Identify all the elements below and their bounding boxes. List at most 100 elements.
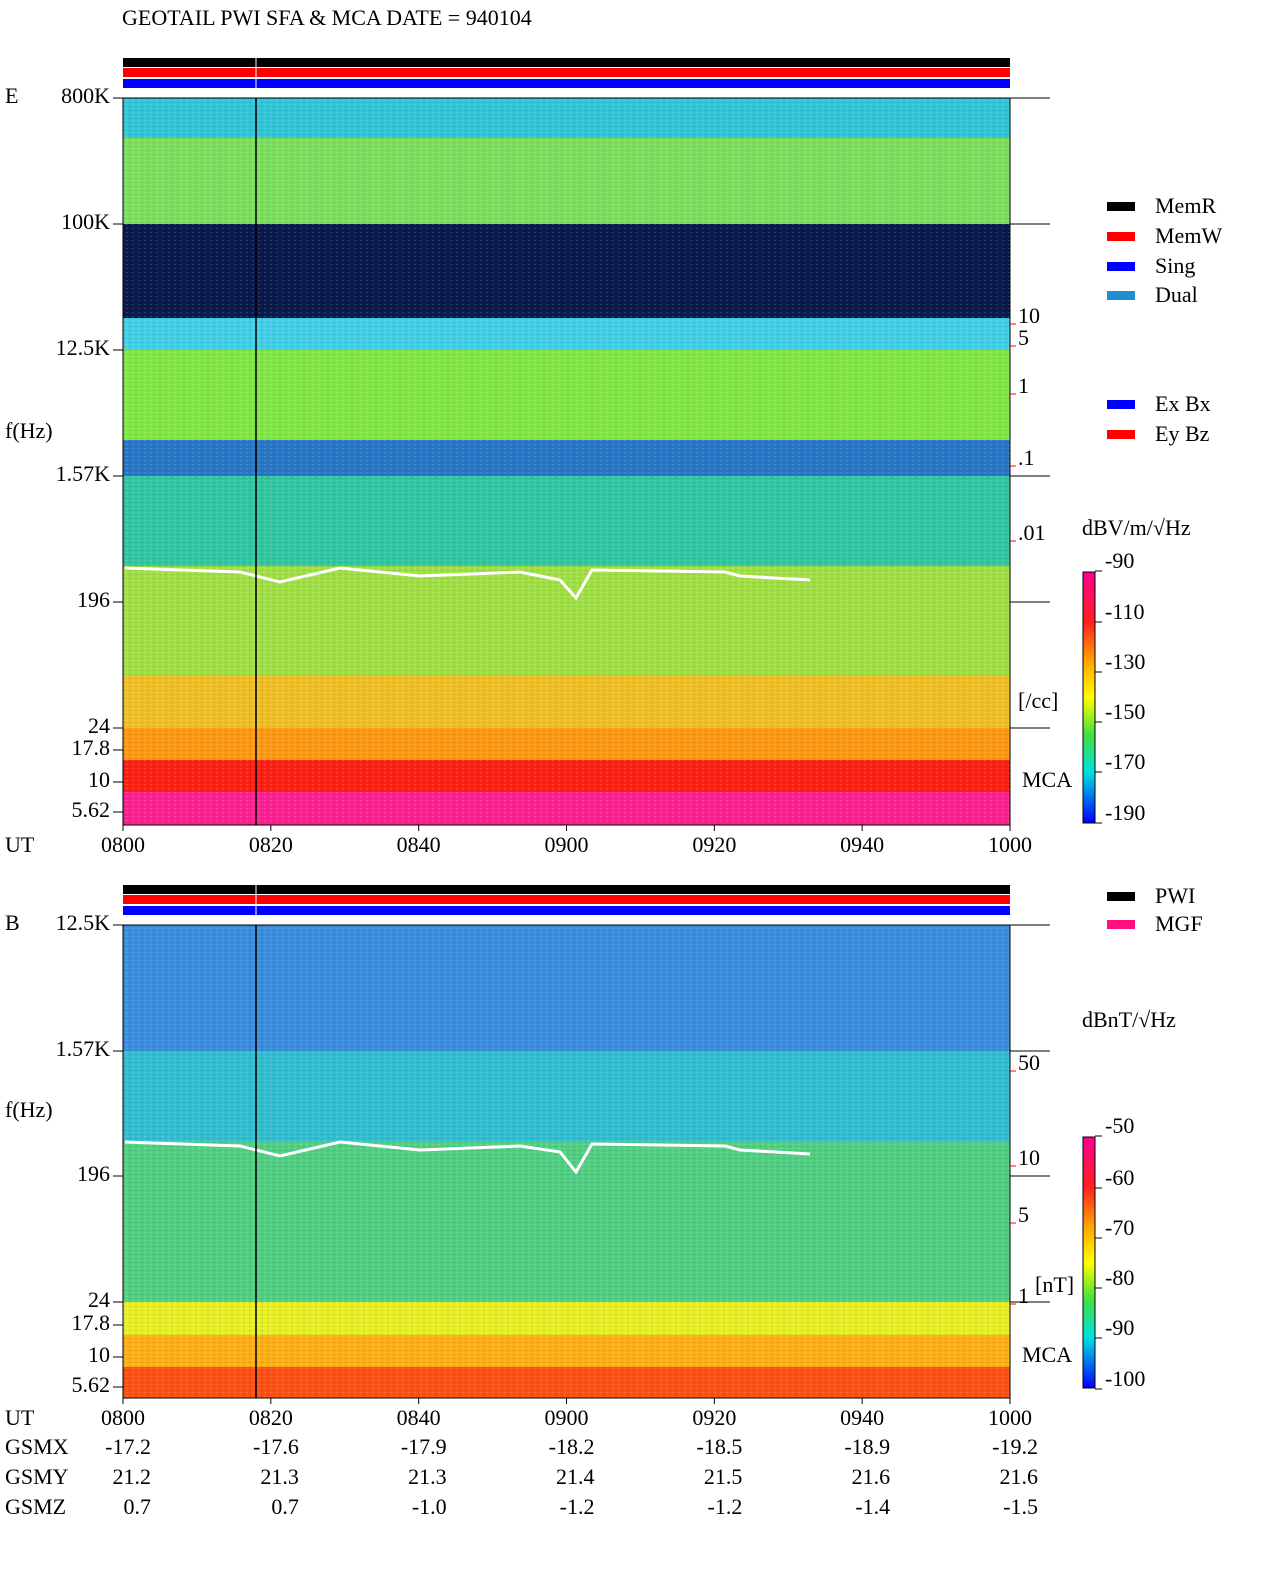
freq-tick-label: 12.5K: [56, 910, 111, 935]
time-tick-label: 0800: [101, 832, 145, 857]
time-tick-label: 0800: [101, 1405, 145, 1430]
time-tick-label: 0820: [249, 832, 293, 857]
orbit-label: GSMX: [5, 1434, 69, 1459]
colorbar-tick-label: -90: [1105, 1315, 1134, 1340]
time-label: UT: [5, 1405, 35, 1430]
orbit-value: -1.2: [560, 1494, 595, 1519]
freq-tick-label: 10: [88, 767, 110, 792]
legend-label: Dual: [1155, 282, 1198, 307]
freq-tick-label: 10: [88, 1342, 110, 1367]
freq-tick-label: 1.57K: [56, 461, 111, 486]
spectrogram-e: [123, 98, 1010, 825]
right-tick-label: 5: [1018, 325, 1029, 350]
colorbar-unit: dBnT/√Hz: [1082, 1007, 1176, 1032]
orbit-value: 21.6: [852, 1464, 891, 1489]
orbit-value: -1.0: [412, 1494, 447, 1519]
time-tick-label: 0900: [545, 832, 589, 857]
time-tick-label: 0820: [249, 1405, 293, 1430]
orbit-value: 21.3: [260, 1464, 299, 1489]
orbit-value: -1.2: [708, 1494, 743, 1519]
orbit-value: -18.5: [697, 1434, 743, 1459]
time-label: UT: [5, 832, 35, 857]
right-unit: [nT]: [1035, 1272, 1074, 1297]
status-bar: [123, 906, 1010, 915]
orbit-value: -17.6: [253, 1434, 299, 1459]
status-bar: [123, 79, 1010, 88]
orbit-value: -19.2: [992, 1434, 1038, 1459]
freq-tick-label: 100K: [61, 209, 110, 234]
legend-swatch: [1107, 920, 1135, 929]
freq-tick-label: 1.57K: [56, 1036, 111, 1061]
legend-label: PWI: [1155, 883, 1195, 908]
legend-label: Sing: [1155, 253, 1195, 278]
time-tick-label: 0840: [397, 832, 441, 857]
colorbar-tick-label: -100: [1105, 1366, 1145, 1391]
orbit-value: 21.3: [408, 1464, 447, 1489]
status-bar: [123, 58, 1010, 67]
freq-tick-label: 24: [88, 713, 110, 738]
status-bar: [123, 68, 1010, 77]
colorbar-unit: dBV/m/√Hz: [1082, 515, 1191, 540]
freq-tick-label: 12.5K: [56, 335, 111, 360]
time-tick-label: 1000: [988, 1405, 1032, 1430]
status-bar: [123, 885, 1010, 894]
legend-swatch: [1107, 430, 1135, 439]
title: GEOTAIL PWI SFA & MCA DATE = 940104: [122, 5, 532, 30]
colorbar-tick-label: -190: [1105, 800, 1145, 825]
legend-swatch: [1107, 202, 1135, 211]
freq-tick-label: 24: [88, 1287, 110, 1312]
orbit-value: -1.5: [1003, 1494, 1038, 1519]
legend-swatch: [1107, 892, 1135, 901]
panel-label: B: [5, 910, 20, 935]
mca-label: MCA: [1022, 767, 1072, 792]
legend-label: MemW: [1155, 223, 1222, 248]
y-axis-label: f(Hz): [5, 1097, 53, 1122]
freq-tick-label: 5.62: [72, 1372, 111, 1397]
right-tick-label: 50: [1018, 1050, 1040, 1075]
y-axis-label: f(Hz): [5, 418, 53, 443]
right-tick-label: .01: [1018, 520, 1046, 545]
right-tick-label: 1: [1018, 373, 1029, 398]
orbit-label: GSMY: [5, 1464, 69, 1489]
orbit-value: 21.2: [113, 1464, 152, 1489]
time-tick-label: 0940: [840, 832, 884, 857]
colorbar-tick-label: -150: [1105, 699, 1145, 724]
freq-tick-label: 800K: [61, 83, 110, 108]
colorbar-tick-label: -70: [1105, 1215, 1134, 1240]
legend-label: Ey Bz: [1155, 421, 1210, 446]
legend-label: MGF: [1155, 911, 1203, 936]
orbit-value: 0.7: [124, 1494, 152, 1519]
orbit-value: 21.5: [704, 1464, 743, 1489]
time-tick-label: 0920: [692, 1405, 736, 1430]
orbit-value: 21.6: [1000, 1464, 1039, 1489]
orbit-value: -1.4: [855, 1494, 890, 1519]
legend-swatch: [1107, 291, 1135, 300]
time-tick-label: 0900: [545, 1405, 589, 1430]
time-tick-label: 0840: [397, 1405, 441, 1430]
right-unit: [/cc]: [1018, 688, 1058, 713]
colorbar-tick-label: -80: [1105, 1265, 1134, 1290]
panel-label: E: [5, 83, 18, 108]
orbit-value: 21.4: [556, 1464, 595, 1489]
mca-label: MCA: [1022, 1342, 1072, 1367]
orbit-value: -17.2: [105, 1434, 151, 1459]
colorbar-tick-label: -170: [1105, 749, 1145, 774]
freq-tick-label: 196: [77, 1161, 110, 1186]
colorbar-tick-label: -60: [1105, 1165, 1134, 1190]
freq-tick-label: 17.8: [72, 1310, 111, 1335]
legend-label: Ex Bx: [1155, 391, 1211, 416]
orbit-value: -18.9: [844, 1434, 890, 1459]
time-tick-label: 1000: [988, 832, 1032, 857]
right-tick-label: 5: [1018, 1202, 1029, 1227]
legend-swatch: [1107, 232, 1135, 241]
freq-tick-label: 196: [77, 587, 110, 612]
legend-swatch: [1107, 400, 1135, 409]
colorbar-tick-label: -110: [1105, 599, 1145, 624]
colorbar: [1082, 571, 1096, 824]
colorbar-tick-label: -90: [1105, 548, 1134, 573]
colorbar-tick-label: -130: [1105, 649, 1145, 674]
right-tick-label: .1: [1018, 445, 1035, 470]
colorbar-tick-label: -50: [1105, 1113, 1134, 1138]
right-tick-label: 10: [1018, 303, 1040, 328]
